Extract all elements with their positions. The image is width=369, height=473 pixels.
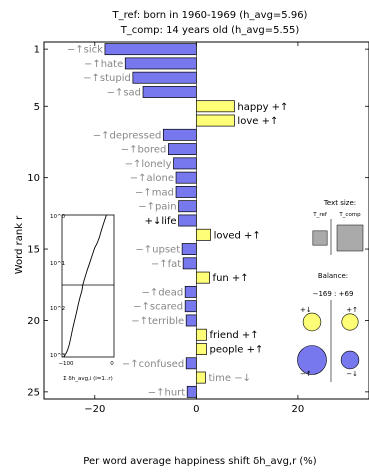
word-label: −↑pain	[138, 202, 176, 213]
word-label: −↑hate	[84, 59, 123, 70]
word-bar	[195, 271, 210, 284]
inset-xlabel: Σ δh_avg,i (i=1..r)	[63, 376, 113, 382]
word-bar	[124, 57, 197, 70]
word-label: −↑stupid	[83, 73, 131, 84]
word-label: loved +↑	[214, 230, 261, 241]
word-label: −↑sad	[107, 87, 141, 98]
word-bar	[184, 285, 197, 298]
inset-cumulative-plot: 10^0 10^1 10^2 10^3 −100 0 Σ δh_avg,i (i…	[50, 214, 115, 382]
word-bar	[182, 257, 197, 270]
y-tick-label: 5	[34, 102, 40, 113]
word-bar	[178, 214, 197, 227]
y-tick-label: 25	[27, 387, 40, 398]
word-label: −↑mad	[135, 187, 174, 198]
text-size-ref-box	[312, 230, 328, 246]
text-size-title: Text size:	[323, 199, 356, 207]
word-bar	[184, 300, 197, 313]
word-bar	[185, 357, 197, 370]
y-tick-label: 20	[27, 316, 40, 327]
balance-title: Balance:	[318, 272, 348, 280]
balance-marker-label: +↑	[346, 306, 358, 314]
word-label: −↑hurt	[148, 387, 186, 398]
word-label: −↑bored	[121, 145, 167, 156]
word-bar	[195, 328, 207, 341]
word-label: friend +↑	[210, 330, 259, 341]
chart-title-line1: T_ref: born in 1960-1969 (h_avg=5.96)	[112, 10, 308, 21]
inset-xtick-label: −100	[58, 361, 74, 367]
word-bar	[195, 100, 235, 113]
text-size-comp-label: T_comp	[338, 212, 361, 218]
text-size-ref-label: T_ref	[312, 212, 328, 218]
text-size-legend: Text size: T_ref T_comp	[312, 199, 364, 255]
word-bar	[162, 128, 197, 141]
chart-title-line2: T_comp: 14 years old (h_avg=5.55)	[120, 25, 300, 36]
y-tick-label: 10	[27, 173, 40, 184]
word-label: −↑fat	[151, 259, 181, 270]
x-tick-label: 20	[292, 404, 305, 415]
word-bar	[181, 243, 197, 255]
word-bar	[195, 371, 206, 384]
inset-ytick-label: 10^0	[50, 214, 66, 220]
balance-markers: +↓ +↑ −↑ −↓	[297, 306, 360, 378]
text-size-comp-box	[336, 224, 364, 252]
word-label: −↑terrible	[131, 316, 184, 327]
inset-ytick-label: 10^3	[50, 353, 66, 359]
word-bar	[186, 385, 197, 398]
word-bar	[104, 43, 197, 56]
word-bar	[185, 314, 197, 327]
word-label: −↑alone	[130, 173, 174, 184]
word-label: +↓life	[145, 216, 177, 227]
word-bar	[142, 86, 197, 98]
inset-xtick-label: 0	[110, 361, 114, 367]
word-bar	[195, 114, 235, 127]
balance-marker-label: +↓	[300, 306, 312, 314]
word-label: −↑sick	[67, 45, 103, 56]
x-axis-label: Per word average happiness shift δh_avg,…	[83, 456, 317, 467]
x-tick-label: 0	[193, 404, 199, 415]
word-bar	[195, 343, 207, 355]
word-label: fun +↑	[213, 273, 249, 284]
word-bar	[132, 71, 197, 84]
balance-marker-label: −↑	[300, 370, 312, 378]
inset-frame	[61, 214, 115, 358]
word-labels-group: −↑sick −↑hate −↑stupid −↑sad happy +↑ love +↑…	[67, 45, 289, 399]
word-bar	[178, 200, 197, 213]
inset-ytick-label: 10^1	[50, 261, 65, 267]
word-bar	[175, 171, 197, 184]
word-bar	[195, 228, 211, 241]
word-label: −↑depressed	[93, 130, 162, 141]
balance-legend: Balance: −169 : +69 +↓ +↑ −↑ −↓	[297, 272, 360, 382]
word-label: −↑lonely	[125, 159, 172, 170]
word-bar	[175, 186, 197, 198]
word-label: −↑dead	[141, 287, 183, 298]
bars-group	[104, 43, 235, 398]
x-tick-label: −20	[84, 404, 105, 415]
balance-marker	[340, 350, 360, 370]
balance-marker-label: −↓	[346, 370, 358, 378]
inset-cumulative-line	[63, 214, 107, 358]
word-label: happy +↑	[237, 102, 288, 113]
word-label: −↑scared	[133, 302, 183, 313]
word-label: love +↑	[237, 116, 278, 127]
y-axis-label: Word rank r	[14, 215, 25, 274]
y-tick-label: 15	[27, 245, 40, 256]
inset-ytick-label: 10^2	[50, 306, 65, 312]
word-bar	[168, 143, 197, 156]
word-bar	[173, 157, 197, 170]
balance-marker	[297, 345, 327, 375]
word-label: people +↑	[210, 345, 264, 356]
balance-values: −169 : +69	[313, 290, 354, 298]
word-label: −↑upset	[135, 245, 180, 256]
balance-marker	[302, 312, 322, 332]
word-label: −↑confused	[122, 359, 184, 370]
balance-marker	[341, 313, 359, 331]
word-label: time −↓	[208, 373, 251, 384]
y-tick-label: 1	[34, 45, 40, 56]
plot-frame	[43, 41, 369, 400]
